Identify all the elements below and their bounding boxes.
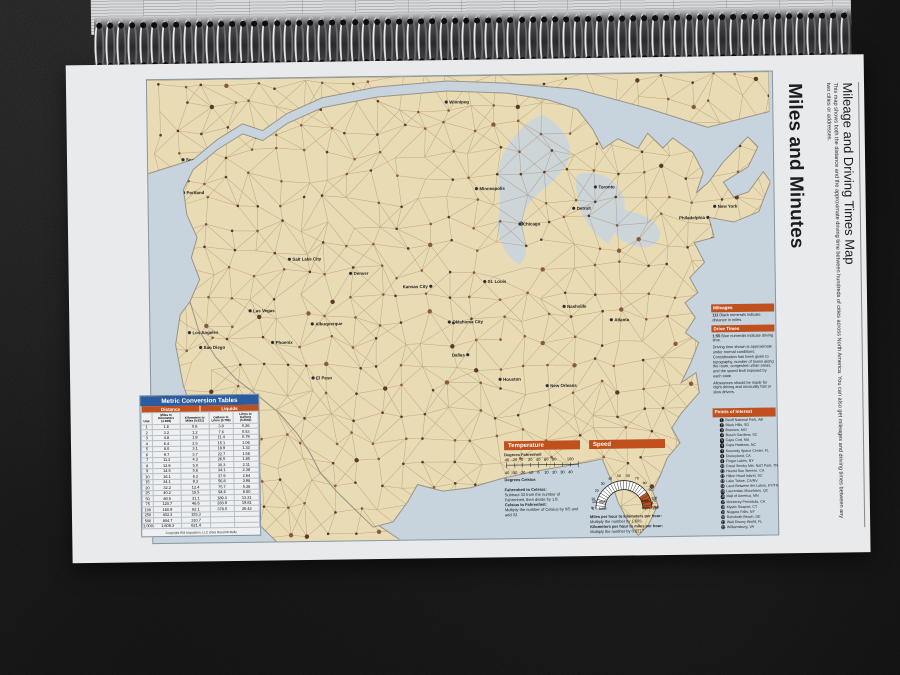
svg-text:Houston: Houston: [503, 377, 521, 382]
svg-text:Salt Lake City: Salt Lake City: [292, 256, 321, 261]
svg-text:-20: -20: [519, 470, 526, 475]
svg-text:Atlanta: Atlanta: [614, 317, 630, 322]
svg-text:mph: mph: [599, 499, 607, 504]
svg-text:Toronto: Toronto: [598, 184, 615, 189]
svg-text:Nashville: Nashville: [567, 304, 587, 309]
svg-text:Winnipeg: Winnipeg: [449, 99, 469, 104]
svg-text:Montreal: Montreal: [659, 132, 677, 137]
svg-text:70: 70: [635, 476, 639, 480]
svg-text:-10: -10: [527, 470, 534, 475]
svg-text:mph: mph: [642, 505, 650, 510]
svg-text:20: 20: [595, 489, 599, 493]
svg-text:90: 90: [649, 488, 653, 492]
svg-text:Los Angeles: Los Angeles: [192, 330, 219, 335]
svg-text:30: 30: [601, 482, 605, 486]
svg-text:Kansas City: Kansas City: [403, 284, 429, 289]
svg-text:80: 80: [643, 481, 647, 485]
svg-text:10: 10: [544, 470, 549, 475]
svg-text:50: 50: [617, 474, 621, 478]
svg-text:Detroit: Detroit: [577, 206, 592, 211]
svg-text:Portland: Portland: [186, 190, 204, 195]
svg-text:20: 20: [552, 470, 557, 475]
svg-text:Minneapolis: Minneapolis: [479, 186, 505, 191]
svg-text:Denver: Denver: [354, 271, 369, 276]
svg-text:20: 20: [528, 457, 533, 462]
svg-text:100: 100: [567, 456, 575, 461]
svg-text:Las Vegas: Las Vegas: [253, 308, 275, 313]
svg-text:40: 40: [608, 477, 612, 481]
svg-text:60: 60: [544, 457, 549, 462]
svg-text:80: 80: [552, 457, 557, 462]
svg-text:kmh: kmh: [599, 506, 607, 511]
svg-text:40: 40: [568, 469, 573, 474]
svg-text:Chicago: Chicago: [523, 221, 541, 226]
svg-text:New Orleans: New Orleans: [550, 383, 577, 388]
svg-text:Albuquerque: Albuquerque: [315, 321, 343, 326]
svg-text:San Diego: San Diego: [204, 345, 226, 350]
svg-text:60: 60: [626, 474, 630, 478]
svg-text:Dallas: Dallas: [452, 352, 466, 357]
svg-text:0: 0: [521, 457, 524, 462]
svg-text:San Francisco: San Francisco: [159, 276, 189, 281]
svg-text:St. Louis: St. Louis: [488, 279, 507, 284]
svg-text:New York: New York: [718, 204, 738, 209]
svg-text:kmh: kmh: [642, 498, 650, 503]
svg-text:110: 110: [652, 505, 659, 510]
svg-text:El Paso: El Paso: [316, 375, 332, 380]
svg-text:-40: -40: [504, 470, 510, 475]
svg-text:Boston: Boston: [735, 182, 751, 187]
svg-text:10: 10: [592, 499, 597, 504]
svg-text:Philadelphia: Philadelphia: [679, 215, 705, 220]
svg-text:-20: -20: [511, 457, 518, 462]
svg-text:Phoenix: Phoenix: [276, 340, 294, 345]
svg-text:Oklahoma City: Oklahoma City: [452, 319, 483, 324]
svg-text:40: 40: [536, 457, 541, 462]
svg-text:-40: -40: [504, 457, 510, 462]
svg-text:0: 0: [537, 470, 540, 475]
svg-text:30: 30: [560, 469, 565, 474]
svg-text:-30: -30: [511, 470, 518, 475]
svg-text:0: 0: [592, 506, 595, 511]
